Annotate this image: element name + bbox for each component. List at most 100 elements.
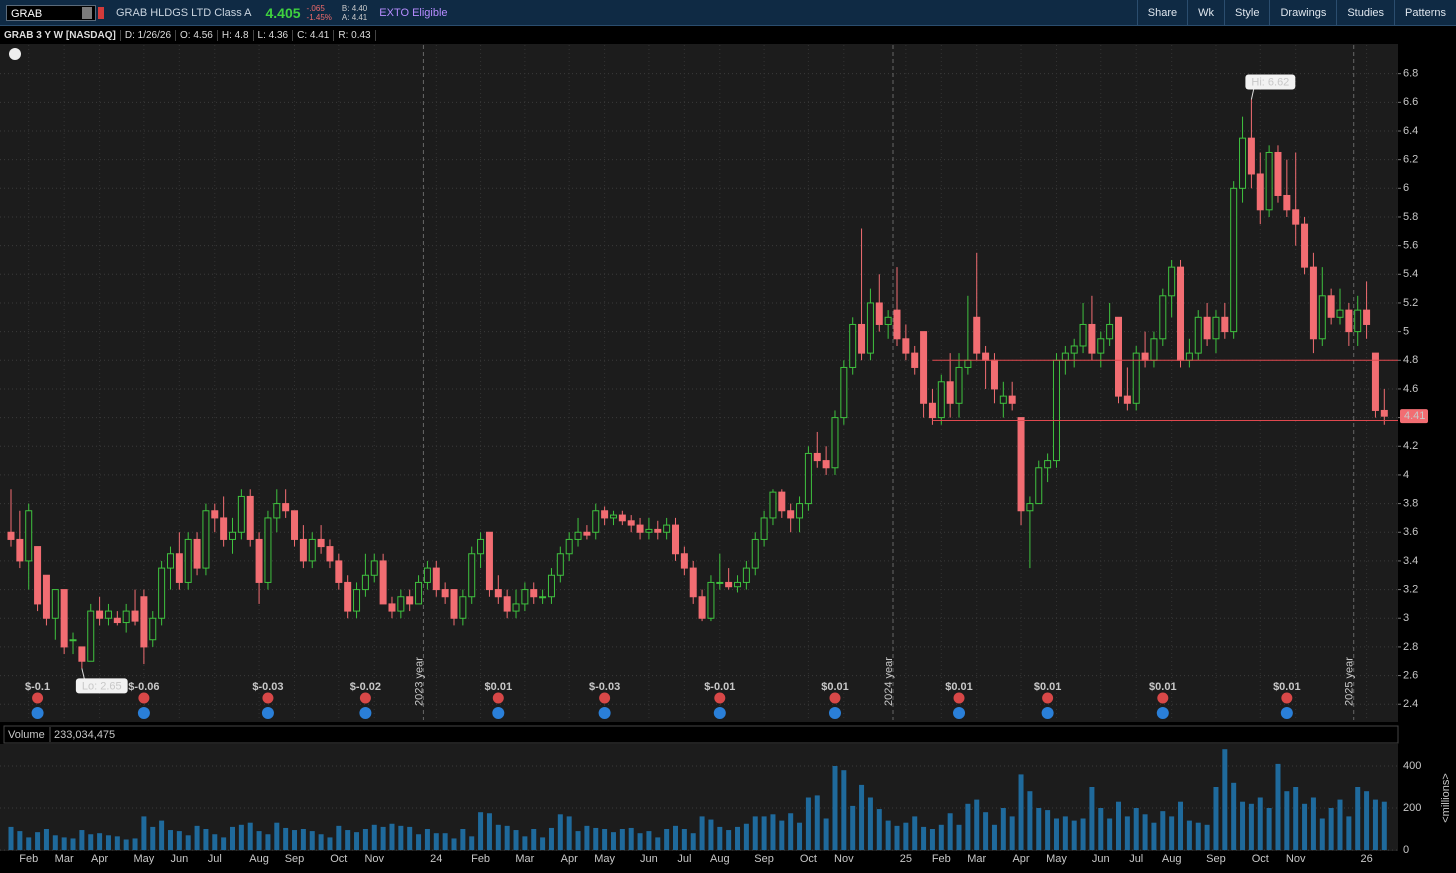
candle-body <box>202 510 210 569</box>
candle-body <box>335 560 343 583</box>
candle-body <box>911 352 919 368</box>
candle-body <box>166 553 174 569</box>
earnings-icon <box>1042 692 1054 704</box>
x-tick-label: May <box>1046 853 1067 865</box>
candle-body <box>344 581 352 612</box>
dividend-icon <box>492 707 505 719</box>
y-tick-label: 4.8 <box>1403 354 1418 366</box>
volume-bar <box>1372 799 1378 850</box>
volume-bar <box>779 820 785 850</box>
x-tick-label: Aug <box>1162 853 1182 865</box>
candle-body <box>973 316 981 354</box>
candle-body <box>220 517 228 540</box>
volume-bar <box>247 822 253 850</box>
candle-body <box>1017 417 1025 512</box>
candle-body <box>1088 323 1096 354</box>
candle-body <box>636 524 644 533</box>
change: -.065 -1.45% <box>307 4 332 22</box>
volume-bar <box>185 835 191 850</box>
y-tick-label: 4.2 <box>1403 440 1418 452</box>
candle-body <box>273 503 281 519</box>
volume-bar <box>1036 808 1042 850</box>
earnings-label: $-0.03 <box>589 681 620 693</box>
candle-body <box>229 531 236 540</box>
volume-bar <box>132 838 138 850</box>
candle-body <box>423 567 431 583</box>
volume-bar <box>832 766 838 850</box>
volume-bar <box>1018 774 1024 850</box>
volume-bar <box>947 813 953 850</box>
candle-body <box>1052 359 1060 462</box>
candle-body <box>1070 345 1078 354</box>
toolbar-button[interactable]: Studies <box>1336 0 1394 26</box>
candle-body <box>1168 266 1176 297</box>
toolbar-button[interactable]: Wk <box>1187 0 1224 26</box>
volume-bar <box>1089 787 1095 850</box>
volume-bar <box>1231 782 1237 850</box>
y-tick-label: 6.2 <box>1403 154 1418 166</box>
y-tick-label: 4 <box>1403 469 1409 481</box>
candle-body <box>1380 409 1388 417</box>
volume-bar <box>495 824 501 850</box>
volume-header <box>3 725 1399 744</box>
volume-bar <box>1319 818 1325 850</box>
volume-bar <box>1381 801 1387 850</box>
candle-body <box>1150 338 1158 361</box>
candle-body <box>1008 395 1016 404</box>
volume-bar <box>699 816 705 850</box>
volume-bar <box>814 795 820 850</box>
volume-bar <box>805 797 811 850</box>
candle-body <box>1230 187 1238 333</box>
candle-body <box>42 574 50 619</box>
volume-bar <box>761 816 767 850</box>
toolbar-button[interactable]: Drawings <box>1269 0 1336 26</box>
volume-bar <box>1222 749 1228 850</box>
volume-bar <box>965 803 971 850</box>
candle-body <box>547 574 555 598</box>
volume-bar <box>859 784 865 850</box>
candle-body <box>946 381 954 404</box>
candle-body <box>999 395 1007 404</box>
toolbar-button[interactable]: Patterns <box>1394 0 1456 26</box>
ask: A: 4.41 <box>341 12 368 22</box>
volume-bar <box>903 822 909 850</box>
candle-body <box>175 553 183 583</box>
volume-bar <box>1293 787 1299 850</box>
volume-bar <box>212 834 218 850</box>
x-tick-label: Feb <box>471 853 490 865</box>
candle-body <box>1327 295 1335 318</box>
x-tick-label: Mar <box>967 853 986 865</box>
volume-bar <box>655 837 661 850</box>
volume-bar <box>141 816 147 850</box>
volume-bar <box>593 827 599 850</box>
volume-bar <box>513 830 519 850</box>
candle-body <box>893 309 901 340</box>
dividend-icon <box>953 707 966 719</box>
volume-bar <box>371 824 377 850</box>
candle-body <box>574 531 582 540</box>
candle-body <box>34 546 42 605</box>
dividend-icon <box>598 707 611 719</box>
candle-body <box>530 589 538 598</box>
volume-bar <box>1257 797 1263 850</box>
toolbar-button[interactable]: Share <box>1136 0 1187 26</box>
volume-bar <box>35 832 41 850</box>
last-price: 4.405 <box>265 4 301 21</box>
candle-body <box>1097 338 1105 354</box>
candle-body <box>1061 352 1069 361</box>
symbol-dropdown[interactable] <box>82 6 92 19</box>
volume-bar <box>1328 808 1334 850</box>
dividend-icon <box>359 707 372 719</box>
earnings-label: $0.01 <box>821 681 849 693</box>
volume-bar <box>469 836 475 850</box>
toolbar-button[interactable]: Style <box>1224 0 1269 26</box>
candle-body <box>485 531 493 591</box>
y-tick-label: 0 <box>1403 844 1409 856</box>
volume-bar <box>637 833 643 850</box>
volume-bar <box>1248 803 1254 850</box>
candle-body <box>7 531 15 540</box>
candle-body <box>760 517 768 540</box>
symbol-input[interactable]: GRAB <box>6 4 96 21</box>
volume-bar <box>726 830 732 850</box>
